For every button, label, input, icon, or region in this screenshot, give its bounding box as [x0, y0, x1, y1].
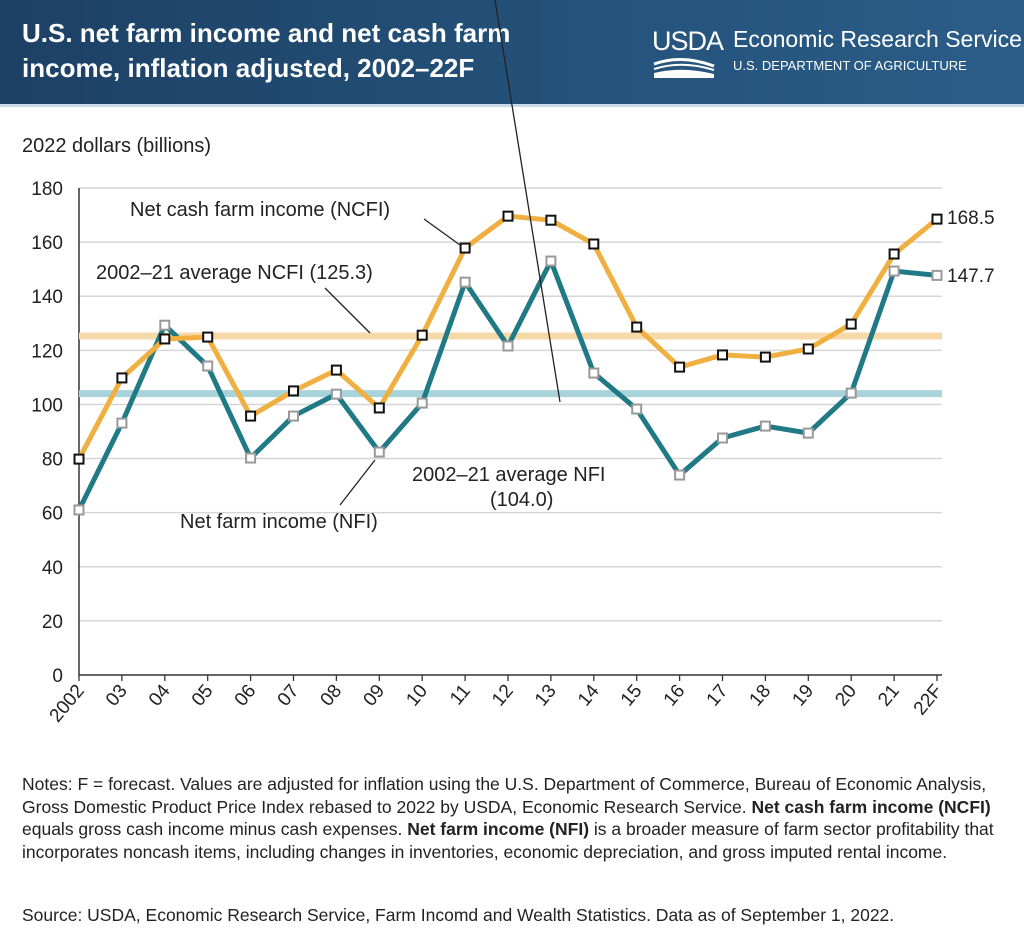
- nfi-point: [159, 319, 171, 331]
- nfi-point: [931, 269, 943, 281]
- nfi-point: [845, 387, 857, 399]
- ncfi-average-leader: [324, 287, 371, 334]
- header-banner: U.S. net farm income and net cash farm i…: [0, 0, 1024, 107]
- nfi-point: [888, 265, 900, 277]
- ncfi-point: [674, 361, 686, 373]
- usda-logo-mark: [653, 58, 715, 78]
- x-tick-label: 19: [788, 681, 818, 711]
- ncfi-point: [759, 351, 771, 363]
- x-tick-label: 16: [660, 681, 690, 711]
- ncfi-leader: [423, 218, 461, 246]
- department-name: U.S. DEPARTMENT OF AGRICULTURE: [733, 58, 967, 73]
- ncfi-point: [931, 213, 943, 225]
- ncfi-point: [373, 402, 385, 414]
- y-tick-label: 100: [31, 395, 63, 416]
- x-tick-label: 09: [359, 681, 389, 711]
- y-tick-label: 120: [31, 341, 63, 362]
- notes-text: equals gross cash income minus cash expe…: [22, 819, 408, 839]
- nfi-point: [288, 410, 299, 422]
- x-tick-label: 13: [531, 681, 561, 711]
- notes-text: is a broader measure of farm sector prof…: [22, 819, 994, 862]
- nfi-leader: [339, 459, 376, 506]
- nfi-point: [330, 388, 342, 400]
- y-tick-label: 180: [31, 179, 63, 200]
- ncfi-end-label: 168.5: [947, 208, 995, 229]
- y-tick-label: 60: [42, 504, 63, 525]
- ncfi-point: [73, 453, 85, 465]
- ncfi-point: [588, 238, 600, 250]
- x-tick-label: 17: [703, 681, 733, 711]
- x-tick-label: 03: [102, 681, 132, 711]
- nfi-point: [459, 276, 471, 288]
- ncfi-point: [845, 318, 857, 330]
- chart-title: U.S. net farm income and net cash farm i…: [22, 18, 511, 83]
- ncfi-point: [288, 385, 299, 397]
- ncfi-point: [159, 333, 171, 345]
- nfi-average-value-label: (104.0): [490, 489, 553, 511]
- x-tick-label: 2002: [46, 681, 89, 727]
- x-tick-label: 05: [188, 681, 218, 711]
- y-axis-label: 2022 dollars (billions): [22, 135, 211, 157]
- ncfi-point: [545, 214, 557, 226]
- notes-ncfi-term: Net cash farm income (NCFI): [751, 796, 991, 817]
- nfi-point: [202, 360, 214, 372]
- x-tick-label: 14: [574, 680, 604, 710]
- nfi-label: Net farm income (NFI): [180, 511, 378, 533]
- y-tick-label: 140: [31, 287, 63, 308]
- nfi-point: [717, 432, 728, 444]
- x-tick-label: 04: [145, 680, 175, 710]
- x-tick-label: 18: [746, 681, 776, 711]
- nfi-point: [545, 255, 557, 267]
- nfi-point: [759, 420, 771, 432]
- nfi-point: [245, 452, 257, 464]
- notes-nfi-term: Net farm income (NFI): [407, 819, 590, 839]
- ncfi-point: [802, 343, 814, 355]
- nfi-point: [802, 427, 814, 439]
- x-tick-label: 08: [317, 681, 347, 711]
- nfi-point: [416, 397, 428, 409]
- y-tick-label: 20: [42, 612, 63, 633]
- x-tick-label: 10: [402, 681, 432, 711]
- ncfi-point: [631, 321, 643, 333]
- ncfi-point: [416, 329, 428, 341]
- nfi-point: [373, 446, 385, 458]
- ncfi-point: [245, 410, 257, 422]
- ncfi-point: [330, 364, 342, 376]
- nfi-point: [116, 417, 128, 429]
- nfi-average-label: 2002–21 average NFI: [412, 464, 605, 486]
- ncfi-point: [502, 210, 514, 222]
- ncfi-point: [888, 248, 900, 260]
- nfi-point: [588, 367, 600, 379]
- nfi-point: [631, 403, 643, 415]
- x-tick-label: 07: [274, 681, 304, 711]
- nfi-average-leader: [494, 0, 561, 403]
- y-tick-label: 40: [42, 558, 63, 579]
- ncfi-average-label: 2002–21 average NCFI (125.3): [96, 262, 373, 284]
- ncfi-point: [717, 349, 728, 361]
- notes-text: Notes: F = forecast. Values are adjusted…: [22, 774, 987, 817]
- ncfi-point: [116, 372, 128, 384]
- ncfi-label: Net cash farm income (NCFI): [130, 199, 390, 221]
- x-tick-label: 06: [231, 681, 261, 711]
- x-tick-label: 22F: [910, 681, 947, 720]
- ncfi-point: [202, 331, 214, 343]
- agency-name: Economic Research Service: [733, 26, 1022, 52]
- y-tick-label: 80: [42, 450, 63, 471]
- line-chart: 2022 dollars (billions) 0 20 40 60 80 100 120 1…: [22, 0, 995, 727]
- x-tick-label: 15: [617, 681, 647, 711]
- nfi-end-label: 147.7: [947, 266, 995, 287]
- y-tick-label: 160: [31, 233, 63, 254]
- x-tick-label: 12: [488, 681, 518, 711]
- chart-source: Source: USDA, Economic Research Service,…: [22, 905, 895, 925]
- y-tick-label: 0: [52, 666, 63, 687]
- x-tick-label: 11: [446, 681, 475, 710]
- x-tick-label: 21: [874, 681, 904, 711]
- nfi-point: [674, 469, 686, 481]
- nfi-point: [73, 504, 85, 516]
- nfi-point: [502, 340, 514, 352]
- x-tick-label: 20: [831, 681, 861, 711]
- ncfi-point: [459, 242, 471, 254]
- usda-logo: USDA: [652, 26, 724, 56]
- chart-notes: Notes: F = forecast. Values are adjusted…: [22, 773, 1012, 863]
